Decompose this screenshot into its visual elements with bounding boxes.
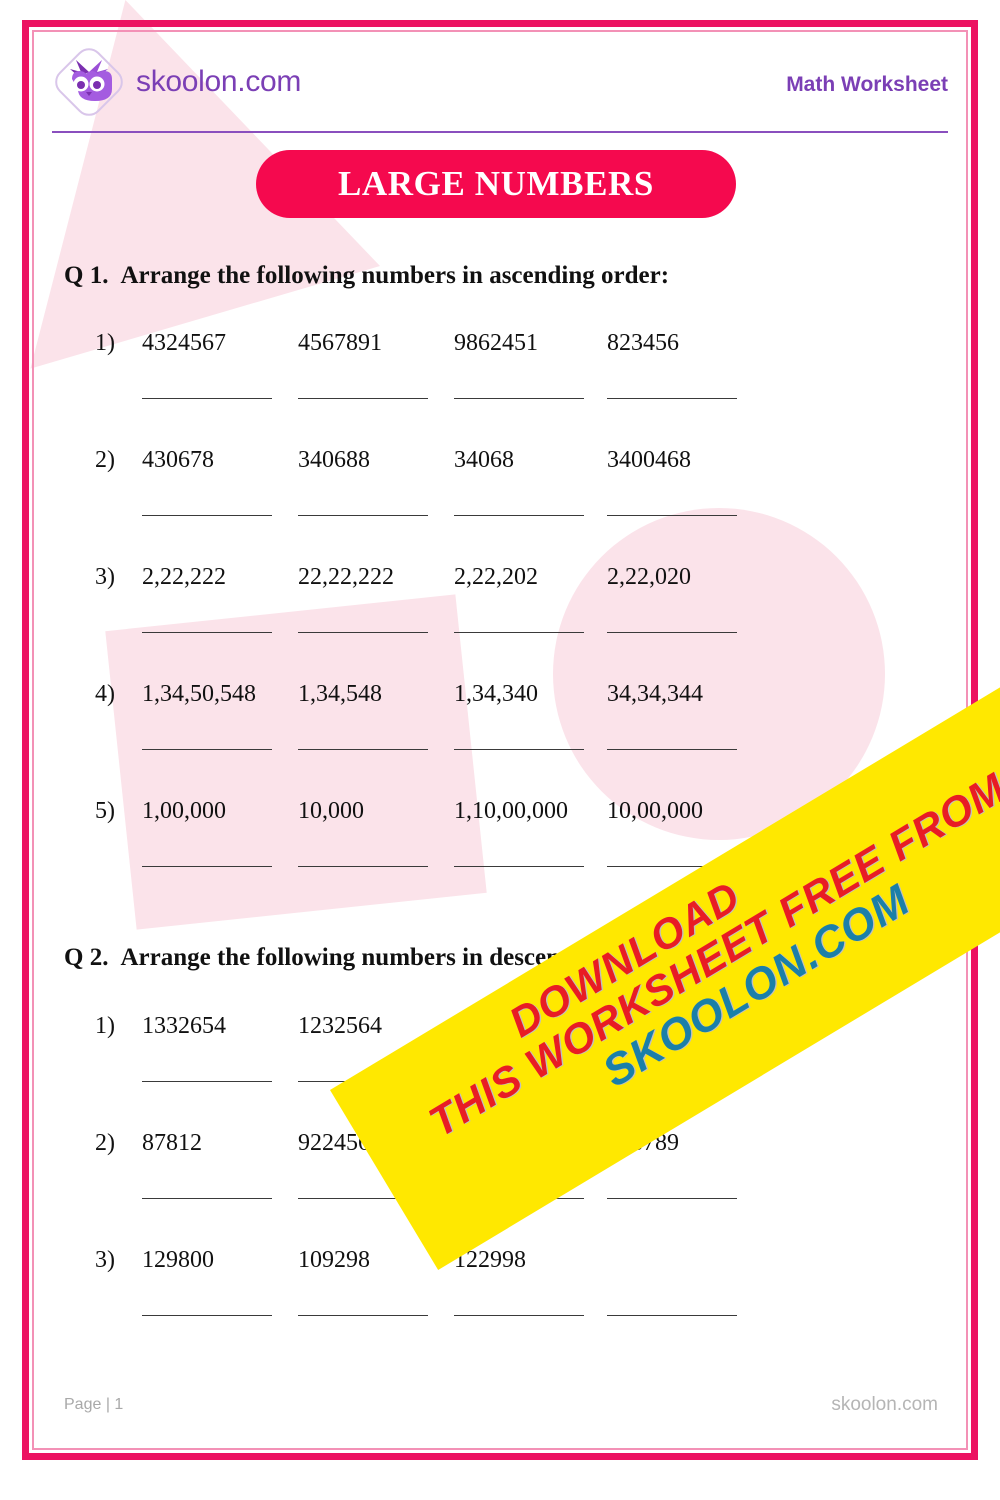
answer-blank-line[interactable] bbox=[607, 866, 737, 867]
answer-blank-line[interactable] bbox=[298, 1198, 428, 1199]
decorative-circle bbox=[553, 508, 885, 840]
number-value: 1,00,000 bbox=[142, 798, 226, 824]
brand-logo[interactable]: skoolon.com bbox=[52, 45, 301, 119]
answer-blank-line[interactable] bbox=[298, 515, 428, 516]
answer-blank-line[interactable] bbox=[298, 749, 428, 750]
number-value: 2,22,222 bbox=[142, 564, 226, 590]
number-value: 340688 bbox=[298, 447, 370, 473]
number-value: 34068 bbox=[454, 447, 514, 473]
answer-blank-line[interactable] bbox=[142, 398, 272, 399]
question-heading-1: Q 1. Arrange the following numbers in asc… bbox=[64, 262, 669, 290]
number-value: 109298 bbox=[298, 1247, 370, 1273]
answer-blank-line[interactable] bbox=[607, 1315, 737, 1316]
answer-blank-line[interactable] bbox=[454, 749, 584, 750]
number-value: 34,34,344 bbox=[607, 681, 703, 707]
answer-blank-line[interactable] bbox=[142, 749, 272, 750]
question-row: 5) 1,00,000 10,000 1,10,00,000 10,00,000 bbox=[95, 798, 885, 898]
answer-blank-line[interactable] bbox=[454, 1315, 584, 1316]
number-value: 4567891 bbox=[298, 330, 382, 356]
answer-blank-line[interactable] bbox=[607, 749, 737, 750]
answer-blank-line[interactable] bbox=[142, 632, 272, 633]
question-row: 1) 4324567 4567891 9862451 823456 bbox=[95, 330, 885, 430]
answer-blank-line[interactable] bbox=[607, 398, 737, 399]
owl-logo-icon bbox=[52, 45, 126, 119]
number-value: 1,34,50,548 bbox=[142, 681, 256, 707]
number-value: 10,00,000 bbox=[607, 798, 703, 824]
row-number: 5) bbox=[95, 798, 115, 824]
number-value: 1,34,548 bbox=[298, 681, 382, 707]
answer-blank-line[interactable] bbox=[142, 1081, 272, 1082]
answer-blank-line[interactable] bbox=[454, 398, 584, 399]
number-value: 1332654 bbox=[142, 1013, 226, 1039]
row-number: 1) bbox=[95, 330, 115, 356]
answer-blank-line[interactable] bbox=[142, 866, 272, 867]
row-number: 1) bbox=[95, 1013, 115, 1039]
answer-blank-line[interactable] bbox=[298, 398, 428, 399]
page-header: skoolon.com Math Worksheet bbox=[52, 45, 948, 133]
subject-label: Math Worksheet bbox=[786, 73, 948, 96]
number-value: 2,22,202 bbox=[454, 564, 538, 590]
answer-blank-line[interactable] bbox=[298, 632, 428, 633]
footer-site-label: skoolon.com bbox=[831, 1394, 938, 1415]
row-number: 2) bbox=[95, 1130, 115, 1156]
answer-blank-line[interactable] bbox=[607, 515, 737, 516]
brand-name: skoolon.com bbox=[136, 65, 302, 98]
answer-blank-line[interactable] bbox=[454, 515, 584, 516]
number-value: 823456 bbox=[607, 330, 679, 356]
number-value: 1232564 bbox=[298, 1013, 382, 1039]
number-value: 3400468 bbox=[607, 447, 691, 473]
answer-blank-line[interactable] bbox=[607, 1198, 737, 1199]
number-value: 10,000 bbox=[298, 798, 364, 824]
answer-blank-line[interactable] bbox=[607, 632, 737, 633]
number-value: 4324567 bbox=[142, 330, 226, 356]
number-value: 430678 bbox=[142, 447, 214, 473]
row-number: 2) bbox=[95, 447, 115, 473]
row-number: 3) bbox=[95, 564, 115, 590]
header-divider bbox=[52, 131, 948, 133]
number-value: 2,22,020 bbox=[607, 564, 691, 590]
number-value: 1,34,340 bbox=[454, 681, 538, 707]
number-value: 9862451 bbox=[454, 330, 538, 356]
question-row: 3) 2,22,222 22,22,222 2,22,202 2,22,020 bbox=[95, 564, 885, 664]
answer-blank-line[interactable] bbox=[142, 1315, 272, 1316]
number-value: 22,22,222 bbox=[298, 564, 394, 590]
answer-blank-line[interactable] bbox=[142, 515, 272, 516]
answer-blank-line[interactable] bbox=[298, 866, 428, 867]
answer-blank-line[interactable] bbox=[298, 1315, 428, 1316]
question-row: 2) 430678 340688 34068 3400468 bbox=[95, 447, 885, 547]
footer-page-number: Page | 1 bbox=[64, 1396, 124, 1413]
answer-blank-line[interactable] bbox=[142, 1198, 272, 1199]
page-title: LARGE NUMBERS bbox=[337, 164, 655, 203]
question-row: 3) 129800 109298 122998 bbox=[95, 1247, 885, 1347]
row-number: 3) bbox=[95, 1247, 115, 1273]
question-label: Q 1. bbox=[64, 262, 109, 289]
number-value: 129800 bbox=[142, 1247, 214, 1273]
row-number: 4) bbox=[95, 681, 115, 707]
answer-blank-line[interactable] bbox=[454, 866, 584, 867]
question-row: 4) 1,34,50,548 1,34,548 1,34,340 34,34,344 bbox=[95, 681, 885, 781]
number-value: 1,10,00,000 bbox=[454, 798, 568, 824]
worksheet-title-pill: LARGE NUMBERS bbox=[256, 150, 736, 218]
number-value: 87812 bbox=[142, 1130, 202, 1156]
answer-blank-line[interactable] bbox=[454, 632, 584, 633]
question-prompt: Arrange the following numbers in ascendi… bbox=[120, 262, 670, 289]
question-label: Q 2. bbox=[64, 944, 109, 971]
